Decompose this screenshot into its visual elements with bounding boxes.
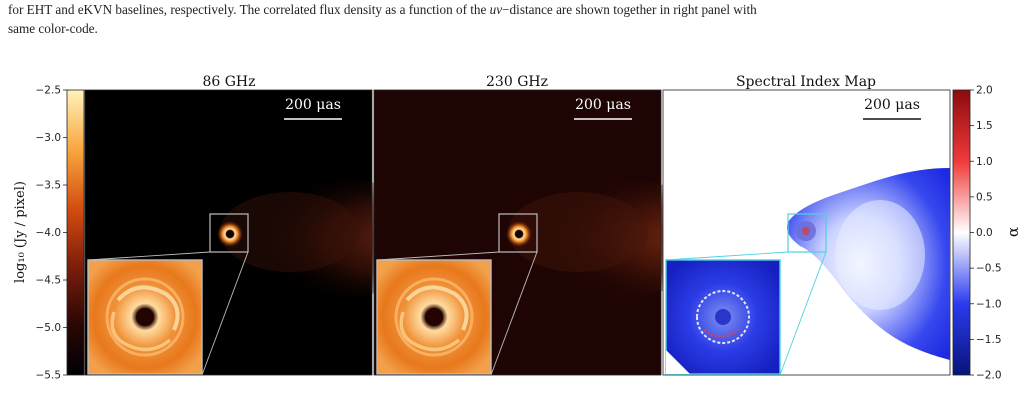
scalebar-label-spectral: 200 μas (864, 97, 920, 113)
left-colorbar-label: log₁₀ (Jy / pixel) (13, 181, 28, 283)
left-colorbar (66, 89, 85, 376)
colorbar-tick-label: 1.5 (976, 120, 993, 132)
colorbar-tick-label: −2.5 (36, 85, 62, 97)
colorbar-tick-label: 2.0 (976, 85, 993, 97)
left-colorbar-ticks: −2.5 −3.0 −3.5 −4.0 −4.5 −5.0 −5.5 (36, 85, 67, 382)
colorbar-tick-label: −5.0 (36, 322, 62, 334)
scalebar-label-86ghz: 200 μas (285, 97, 341, 113)
right-colorbar-label: α (1004, 227, 1022, 237)
inset-marker-spectral (787, 213, 827, 253)
colorbar-tick-label: 0.5 (976, 191, 993, 203)
colorbar-tick-label: −1.0 (976, 298, 1002, 310)
colorbar-tick-label: −2.0 (976, 370, 1002, 382)
right-colorbar-ticks: 2.0 1.5 1.0 0.5 0.0 −0.5 −1.0 −1.5 −2.0 (970, 85, 1002, 382)
panel-title-spectral-index: Spectral Index Map (736, 74, 876, 90)
inset-marker-230ghz (498, 213, 538, 253)
panel-title-86ghz: 86 GHz (202, 74, 255, 90)
caption-line-2: same color-code. (8, 21, 98, 36)
right-colorbar (952, 89, 971, 376)
inset-230ghz (376, 259, 492, 375)
colorbar-tick-label: −5.5 (36, 370, 62, 382)
inset-86ghz (87, 259, 203, 375)
colorbar-tick-label: −1.5 (976, 334, 1002, 346)
colorbar-tick-label: −3.5 (36, 180, 62, 192)
colorbar-tick-label: 0.0 (976, 227, 993, 239)
colorbar-tick-label: −4.5 (36, 275, 62, 287)
scalebar-label-230ghz: 200 μas (575, 97, 631, 113)
colorbar-tick-label: 1.0 (976, 156, 993, 168)
colorbar-tick-label: −0.5 (976, 263, 1002, 275)
inset-spectral (665, 259, 781, 375)
colorbar-tick-label: −3.0 (36, 132, 62, 144)
panel-title-230ghz: 230 GHz (486, 74, 548, 90)
colorbar-tick-label: −4.0 (36, 227, 62, 239)
inset-marker-86ghz (209, 213, 249, 253)
figure-caption: for EHT and eKVN baselines, respectively… (8, 0, 1028, 38)
panel-spectral-index: 200 μas (662, 89, 951, 376)
caption-line-1: for EHT and eKVN baselines, respectively… (8, 2, 757, 17)
